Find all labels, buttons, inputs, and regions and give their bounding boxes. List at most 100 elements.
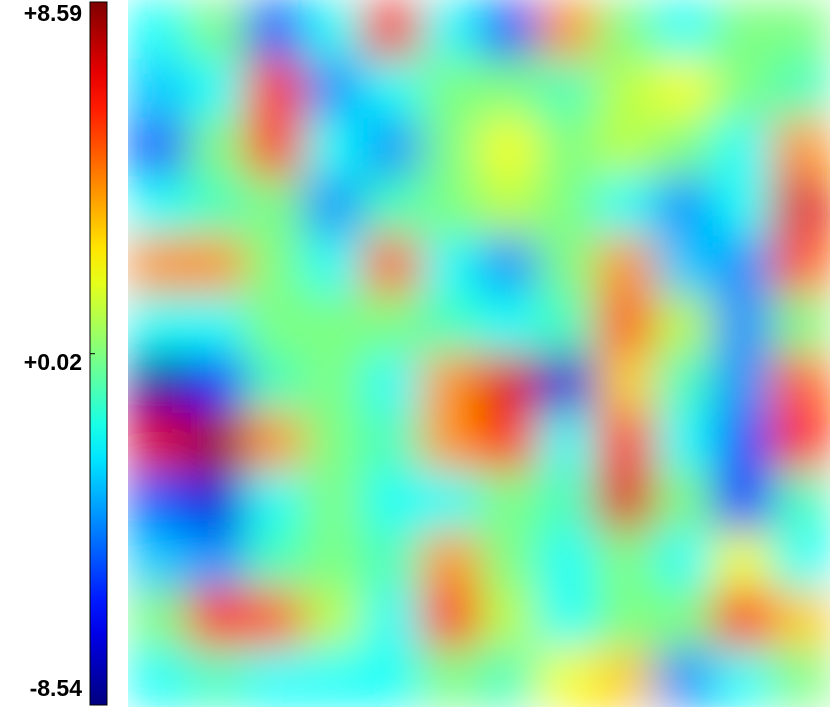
heatmap-cell (537, 589, 597, 649)
heatmap-cell (654, 176, 714, 237)
heatmap-cell (186, 412, 246, 472)
heatmap-cell (186, 648, 246, 707)
heatmap-cell (128, 530, 187, 590)
heatmap-cell (654, 648, 714, 707)
heatmap-cell (596, 294, 655, 354)
heatmap-cell (771, 117, 830, 178)
heatmap-cell (128, 412, 187, 472)
heatmap-cell (303, 0, 363, 60)
heatmap-cell (420, 0, 480, 60)
heatmap-cell (245, 58, 304, 119)
heatmap-cell (303, 589, 363, 649)
heatmap-cell (479, 471, 538, 531)
heatmap-cell (596, 235, 655, 296)
heatmap-cell (128, 176, 187, 237)
heatmap-cell (654, 294, 714, 354)
heatmap-cell (771, 530, 830, 590)
heatmap-cell (479, 117, 538, 178)
heatmap-cell (479, 0, 538, 60)
colorbar-ticks: +8.59 +0.02 -8.54 (24, 0, 95, 706)
heatmap-cell (186, 294, 246, 354)
heatmap-cell (303, 58, 363, 119)
heatmap-cell (537, 353, 597, 413)
heatmap-cell (128, 471, 187, 531)
heatmap-cell (713, 0, 772, 60)
heatmap-cell (128, 0, 187, 60)
heatmap-cell (771, 589, 830, 649)
heatmap-cell (128, 235, 187, 296)
heatmap-cell (537, 117, 597, 178)
heatmap-cell (713, 471, 772, 531)
heatmap-cell (537, 412, 597, 472)
heatmap-cell (420, 648, 480, 707)
heatmap-cell (303, 353, 363, 413)
heatmap-cell (362, 353, 421, 413)
heatmap-cell (303, 176, 363, 237)
heatmap-cell (713, 117, 772, 178)
heatmap-cell (420, 58, 480, 119)
heatmap-cell (245, 648, 304, 707)
heatmap-cell (537, 0, 597, 60)
heatmap-cell (420, 589, 480, 649)
heatmap-cell (654, 353, 714, 413)
heatmap-cell (186, 530, 246, 590)
heatmap-cell (245, 353, 304, 413)
heatmap-cell (420, 235, 480, 296)
heatmap-cell (479, 648, 538, 707)
heatmap-cell (596, 648, 655, 707)
heatmap-cell (596, 530, 655, 590)
heatmap-cell (596, 471, 655, 531)
heatmap-cell (537, 294, 597, 354)
heatmap-cell (128, 648, 187, 707)
heatmap-cell (362, 294, 421, 354)
heatmap-cell (186, 0, 246, 60)
heatmap-cell (362, 176, 421, 237)
heatmap-cell (362, 412, 421, 472)
heatmap-cell (128, 353, 187, 413)
heatmap-cell (479, 530, 538, 590)
heatmap-cell (128, 117, 187, 178)
heatmap-cell (420, 353, 480, 413)
heatmap-cell (303, 530, 363, 590)
heatmap-cell (245, 117, 304, 178)
heatmap-cell (596, 353, 655, 413)
heatmap-cell (479, 235, 538, 296)
heatmap-cell (186, 235, 246, 296)
heatmap-cell (713, 353, 772, 413)
heatmap-cell (771, 235, 830, 296)
colorbar-tick-label: +0.02 (24, 349, 82, 375)
heatmap-cell (537, 58, 597, 119)
heatmap-cell (362, 471, 421, 531)
heatmap-cell (303, 235, 363, 296)
heatmap-cell (596, 176, 655, 237)
heatmap-cell (537, 176, 597, 237)
heatmap-cell (654, 235, 714, 296)
heatmap-cell (420, 176, 480, 237)
heatmap-cell (303, 294, 363, 354)
heatmap-cell (771, 294, 830, 354)
heatmap-cell (713, 412, 772, 472)
heatmap-cell (186, 176, 246, 237)
heatmap-cell (420, 294, 480, 354)
heatmap-cell (186, 117, 246, 178)
heatmap-cell (303, 117, 363, 178)
heatmap-cell (713, 235, 772, 296)
heatmap-cell (128, 589, 187, 649)
heatmap-cell (771, 648, 830, 707)
heatmap-cell (771, 58, 830, 119)
heatmap-cell (362, 58, 421, 119)
heatmap-cell (596, 589, 655, 649)
heatmap-cell (654, 589, 714, 649)
heatmap-cell (713, 58, 772, 119)
heatmap-cell (245, 176, 304, 237)
heatmap-cell (245, 412, 304, 472)
heatmap-clip (128, 0, 830, 707)
heatmap-cell (596, 58, 655, 119)
heatmap-cell (303, 648, 363, 707)
heatmap-cell (245, 294, 304, 354)
heatmap-cell (654, 0, 714, 60)
heatmap-cell (654, 58, 714, 119)
heatmap-cell (537, 648, 597, 707)
colorbar-tick-label: -8.54 (30, 675, 83, 701)
